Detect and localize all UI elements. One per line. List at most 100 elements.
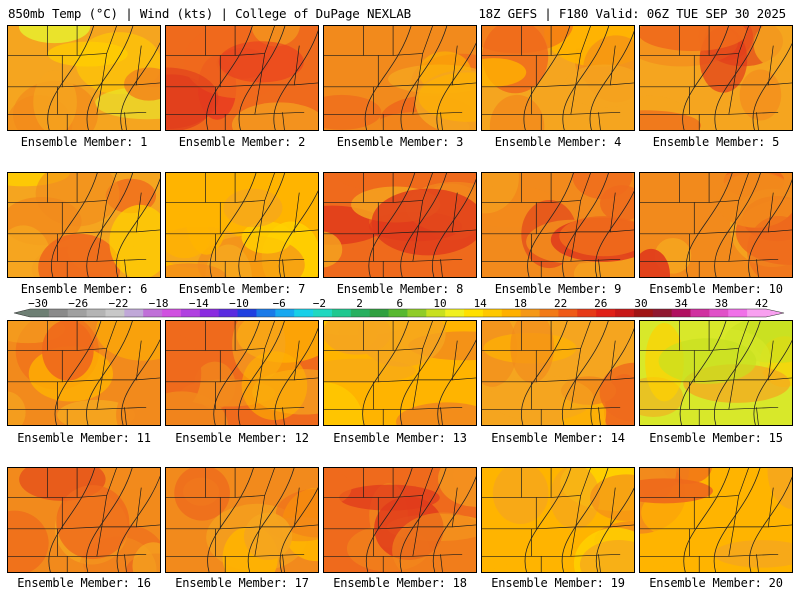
ensemble-member-label: Ensemble Member: 17 [175,576,309,590]
colorbar-swatch [671,309,691,317]
colorbar-swatch [218,309,238,317]
colorbar-swatch [162,309,182,317]
ensemble-member-map [165,320,319,426]
ensemble-member-map [323,25,477,131]
ensemble-member-map [481,25,635,131]
colorbar-tick-label: −22 [108,297,128,310]
colorbar-swatch [124,309,144,317]
ensemble-member-label: Ensemble Member: 6 [20,282,148,296]
colorbar-swatch [652,309,673,317]
ensemble-member-map [481,172,635,278]
ensemble-member-map [481,320,635,426]
ensemble-member-map [7,172,161,278]
ensemble-member-label: Ensemble Member: 1 [20,135,148,149]
colorbar-tick-label: 38 [715,297,728,310]
colorbar-swatch [86,309,106,317]
colorbar-swatch [558,309,578,317]
ensemble-member-map [323,172,477,278]
colorbar-tick-label: 30 [634,297,647,310]
ensemble-member-map [639,320,793,426]
chart-title: 850mb Temp (°C) | Wind (kts) | College o… [8,6,411,21]
colorbar-tick-label: 22 [554,297,567,310]
colorbar-swatch [464,309,484,317]
ensemble-member-label: Ensemble Member: 15 [649,431,783,445]
ensemble-member-map [165,25,319,131]
colorbar-swatch [48,309,69,317]
colorbar-swatch [596,309,616,317]
colorbar-tick-label: 2 [356,297,363,310]
ensemble-member-map [165,467,319,573]
colorbar-tick-label: −6 [273,297,286,310]
colorbar-swatch [331,309,352,317]
colorbar-tick-label: −2 [313,297,326,310]
colorbar-swatch [143,309,163,317]
ensemble-member-label: Ensemble Member: 19 [491,576,625,590]
ensemble-member-label: Ensemble Member: 5 [652,135,780,149]
ensemble-member-label: Ensemble Member: 3 [336,135,464,149]
colorbar-swatch [728,309,748,317]
ensemble-member-label: Ensemble Member: 8 [336,282,464,296]
colorbar-tick-label: 26 [594,297,607,310]
colorbar-tick-label: 14 [474,297,488,310]
colorbar-swatch [615,309,635,317]
colorbar-swatch [237,309,257,317]
ensemble-member-map [639,172,793,278]
colorbar-swatch [520,309,540,317]
ensemble-member-map [7,320,161,426]
colorbar-swatch [482,309,503,317]
colorbar-swatch [633,309,654,317]
colorbar-swatch [30,309,50,317]
colorbar-tick-label: 10 [433,297,446,310]
colorbar-tick-label: 18 [514,297,527,310]
ensemble-member-map [7,25,161,131]
ensemble-member-label: Ensemble Member: 11 [17,431,151,445]
ensemble-member-label: Ensemble Member: 16 [17,576,151,590]
colorbar-swatch [313,309,333,317]
colorbar-swatch [577,309,597,317]
colorbar-swatch [180,309,201,317]
colorbar-swatch [407,309,427,317]
ensemble-member-label: Ensemble Member: 7 [178,282,306,296]
colorbar-swatch [199,309,220,317]
colorbar-arrow-right [766,309,784,317]
colorbar-swatch [294,309,314,317]
ensemble-member-label: Ensemble Member: 14 [491,431,625,445]
colorbar-swatch [350,309,371,317]
colorbar-tick-label: 6 [396,297,403,310]
ensemble-member-map [639,467,793,573]
colorbar-tick-label: −26 [68,297,88,310]
colorbar-swatch [426,309,446,317]
colorbar-tick-label: −10 [229,297,249,310]
colorbar-swatch [369,309,389,317]
run-info: 18Z GEFS | F180 Valid: 06Z TUE SEP 30 20… [478,6,786,21]
colorbar-swatch [690,309,710,317]
colorbar-swatch [105,309,125,317]
colorbar-tick-label: −18 [149,297,169,310]
ensemble-member-map [639,25,793,131]
ensemble-member-label: Ensemble Member: 20 [649,576,783,590]
colorbar-swatch [256,309,276,317]
ensemble-member-map [481,467,635,573]
ensemble-member-map [7,467,161,573]
ensemble-member-label: Ensemble Member: 4 [494,135,622,149]
colorbar-swatch [67,309,88,317]
ensemble-member-map [165,172,319,278]
colorbar-arrow-left [14,309,30,317]
colorbar-swatch [709,309,729,317]
ensemble-member-label: Ensemble Member: 13 [333,431,467,445]
colorbar-tick-label: 42 [755,297,768,310]
colorbar-tick-label: 34 [675,297,689,310]
ensemble-member-label: Ensemble Member: 18 [333,576,467,590]
ensemble-member-label: Ensemble Member: 12 [175,431,309,445]
colorbar-swatch [275,309,295,317]
temperature-colorbar: −30 −26 −22 −18 −14 −10 −6 −2 2 6 10 14 18 22 26 30 34 38… [13,297,785,318]
ensemble-member-map [323,467,477,573]
ensemble-member-map [323,320,477,426]
colorbar-swatch [539,309,559,317]
colorbar-tick-label: −14 [189,297,209,310]
colorbar-swatch [388,309,408,317]
colorbar-tick-label: −30 [28,297,48,310]
ensemble-member-label: Ensemble Member: 9 [494,282,622,296]
colorbar-swatch [501,309,522,317]
ensemble-member-label: Ensemble Member: 2 [178,135,306,149]
